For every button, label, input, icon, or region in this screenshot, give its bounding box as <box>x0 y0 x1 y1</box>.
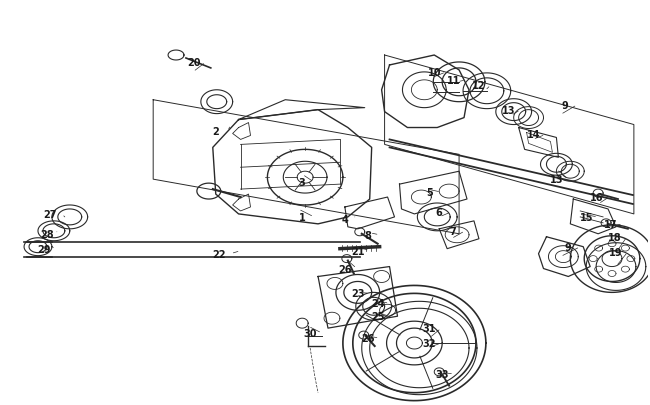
Text: 30: 30 <box>304 328 317 338</box>
Text: 10: 10 <box>428 68 441 78</box>
Text: 28: 28 <box>40 229 54 239</box>
Text: 16: 16 <box>590 192 604 202</box>
Text: 29: 29 <box>37 244 51 254</box>
Text: 14: 14 <box>526 130 540 140</box>
Text: 32: 32 <box>422 338 436 348</box>
Text: 12: 12 <box>472 81 486 91</box>
Text: 1: 1 <box>299 212 305 222</box>
Text: 6: 6 <box>436 207 443 217</box>
Text: 2: 2 <box>213 127 219 137</box>
Text: 15: 15 <box>579 212 593 222</box>
Text: 3: 3 <box>299 178 305 188</box>
Text: 24: 24 <box>371 298 384 309</box>
Text: 19: 19 <box>609 247 623 257</box>
Text: 5: 5 <box>426 188 433 198</box>
Text: 31: 31 <box>422 323 436 333</box>
Text: 25: 25 <box>371 311 384 322</box>
Text: 8: 8 <box>364 230 371 240</box>
Text: 27: 27 <box>43 209 57 220</box>
Text: 9: 9 <box>565 242 572 252</box>
Text: 7: 7 <box>450 226 456 236</box>
Text: 11: 11 <box>447 76 461 85</box>
Text: 21: 21 <box>351 246 365 256</box>
Text: 13: 13 <box>550 175 563 185</box>
Text: 26: 26 <box>338 264 352 274</box>
Text: 22: 22 <box>212 249 226 259</box>
Text: 26: 26 <box>361 333 374 343</box>
Text: 9: 9 <box>562 100 569 111</box>
Text: 23: 23 <box>351 289 365 298</box>
Text: 20: 20 <box>187 58 201 68</box>
Text: 13: 13 <box>502 105 515 115</box>
Text: 18: 18 <box>608 232 622 242</box>
Text: 17: 17 <box>604 220 617 229</box>
Text: 4: 4 <box>341 214 348 224</box>
Text: 33: 33 <box>436 369 449 379</box>
